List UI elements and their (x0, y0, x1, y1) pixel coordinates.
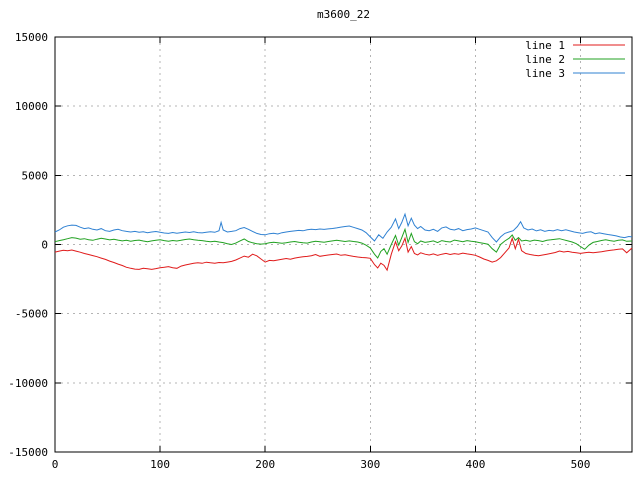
x-tick-label: 200 (255, 458, 275, 471)
y-tick-label: 15000 (15, 31, 48, 44)
series-line-2 (54, 227, 633, 259)
y-tick-label: 10000 (15, 100, 48, 113)
y-tick-label: 0 (41, 239, 48, 252)
y-tick-label: -10000 (8, 377, 48, 390)
legend-label-line-1: line 1 (525, 39, 565, 52)
series-line-3 (54, 212, 633, 243)
x-tick-label: 400 (465, 458, 485, 471)
legend-label-line-2: line 2 (525, 53, 565, 66)
x-tick-label: 0 (52, 458, 59, 471)
y-tick-label: -15000 (8, 446, 48, 459)
x-tick-label: 300 (360, 458, 380, 471)
y-tick-label: -5000 (15, 308, 48, 321)
chart-title: m3600_22 (317, 8, 370, 21)
x-tick-label: 500 (571, 458, 591, 471)
series-line-1 (54, 236, 633, 272)
legend-label-line-3: line 3 (525, 67, 565, 80)
x-tick-label: 100 (150, 458, 170, 471)
y-tick-label: 5000 (22, 169, 49, 182)
